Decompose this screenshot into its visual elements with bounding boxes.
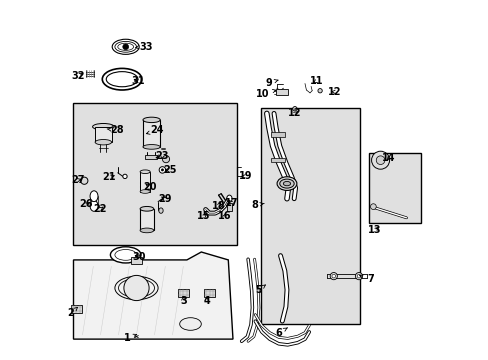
Bar xyxy=(260,108,359,324)
Ellipse shape xyxy=(140,207,153,211)
Circle shape xyxy=(375,156,384,165)
Text: 33: 33 xyxy=(135,42,153,52)
Text: 30: 30 xyxy=(132,252,146,262)
Text: 12: 12 xyxy=(287,108,301,118)
Bar xyxy=(95,127,111,142)
Bar xyxy=(271,132,285,137)
Text: 18: 18 xyxy=(211,201,225,211)
Text: 28: 28 xyxy=(107,125,123,135)
Circle shape xyxy=(329,273,337,280)
Bar xyxy=(271,158,285,162)
Circle shape xyxy=(123,275,149,301)
Ellipse shape xyxy=(92,123,114,130)
Text: 7: 7 xyxy=(359,274,373,284)
Circle shape xyxy=(292,107,296,111)
Text: 25: 25 xyxy=(163,165,176,175)
Text: 21: 21 xyxy=(102,172,116,182)
Circle shape xyxy=(355,273,362,280)
Ellipse shape xyxy=(102,68,142,90)
Ellipse shape xyxy=(110,247,141,263)
Ellipse shape xyxy=(115,249,136,260)
Bar xyxy=(73,103,237,245)
Text: 8: 8 xyxy=(251,200,264,210)
Circle shape xyxy=(159,167,165,173)
Text: 2: 2 xyxy=(67,307,78,318)
Ellipse shape xyxy=(226,195,232,202)
Ellipse shape xyxy=(142,145,160,149)
Text: 5: 5 xyxy=(255,285,265,295)
Ellipse shape xyxy=(279,179,294,188)
Text: 16: 16 xyxy=(218,211,231,221)
Ellipse shape xyxy=(90,191,98,202)
Bar xyxy=(140,172,150,192)
Text: 11: 11 xyxy=(309,76,323,86)
Bar xyxy=(71,305,81,313)
Ellipse shape xyxy=(112,39,139,54)
Ellipse shape xyxy=(159,208,163,213)
Text: 13: 13 xyxy=(367,225,381,235)
Text: 10: 10 xyxy=(255,89,275,99)
Text: 19: 19 xyxy=(238,171,251,181)
Text: 3: 3 xyxy=(180,296,186,306)
Text: 23: 23 xyxy=(155,150,168,161)
Text: 15: 15 xyxy=(197,211,210,221)
Ellipse shape xyxy=(140,190,150,193)
Text: 27: 27 xyxy=(71,175,85,185)
Circle shape xyxy=(161,169,163,171)
Text: 4: 4 xyxy=(203,296,210,306)
Text: 9: 9 xyxy=(265,78,278,88)
Ellipse shape xyxy=(118,279,154,297)
Text: 24: 24 xyxy=(146,125,164,135)
Ellipse shape xyxy=(106,72,138,87)
Text: 14: 14 xyxy=(381,153,394,163)
Circle shape xyxy=(122,174,127,179)
Ellipse shape xyxy=(118,43,133,50)
Circle shape xyxy=(81,177,88,184)
Ellipse shape xyxy=(283,181,290,186)
Bar xyxy=(204,289,215,297)
Text: 31: 31 xyxy=(131,76,145,86)
Circle shape xyxy=(162,156,169,163)
Text: 22: 22 xyxy=(94,204,107,214)
Text: 32: 32 xyxy=(71,71,85,81)
Ellipse shape xyxy=(115,41,136,52)
Ellipse shape xyxy=(90,201,98,211)
Text: 29: 29 xyxy=(158,194,171,204)
Text: 1: 1 xyxy=(124,333,137,343)
Ellipse shape xyxy=(95,140,111,145)
Bar xyxy=(142,120,160,147)
Polygon shape xyxy=(73,252,232,339)
Text: 6: 6 xyxy=(275,328,287,338)
Circle shape xyxy=(371,151,389,169)
Bar xyxy=(368,153,420,223)
Circle shape xyxy=(331,274,335,278)
Circle shape xyxy=(122,44,128,50)
Ellipse shape xyxy=(140,228,153,233)
Bar xyxy=(131,257,142,264)
Bar xyxy=(276,89,287,95)
Text: 12: 12 xyxy=(327,87,341,97)
Ellipse shape xyxy=(115,276,158,300)
Bar xyxy=(140,209,153,230)
Text: 20: 20 xyxy=(143,182,157,192)
Ellipse shape xyxy=(179,318,201,330)
Bar xyxy=(227,203,231,211)
Ellipse shape xyxy=(142,117,160,122)
Circle shape xyxy=(317,89,322,93)
Bar xyxy=(145,155,157,159)
Ellipse shape xyxy=(277,177,296,190)
Ellipse shape xyxy=(140,170,150,174)
Circle shape xyxy=(370,204,375,210)
Text: 17: 17 xyxy=(224,198,238,208)
Circle shape xyxy=(356,274,360,278)
Bar xyxy=(178,289,188,297)
Text: 26: 26 xyxy=(79,199,93,210)
